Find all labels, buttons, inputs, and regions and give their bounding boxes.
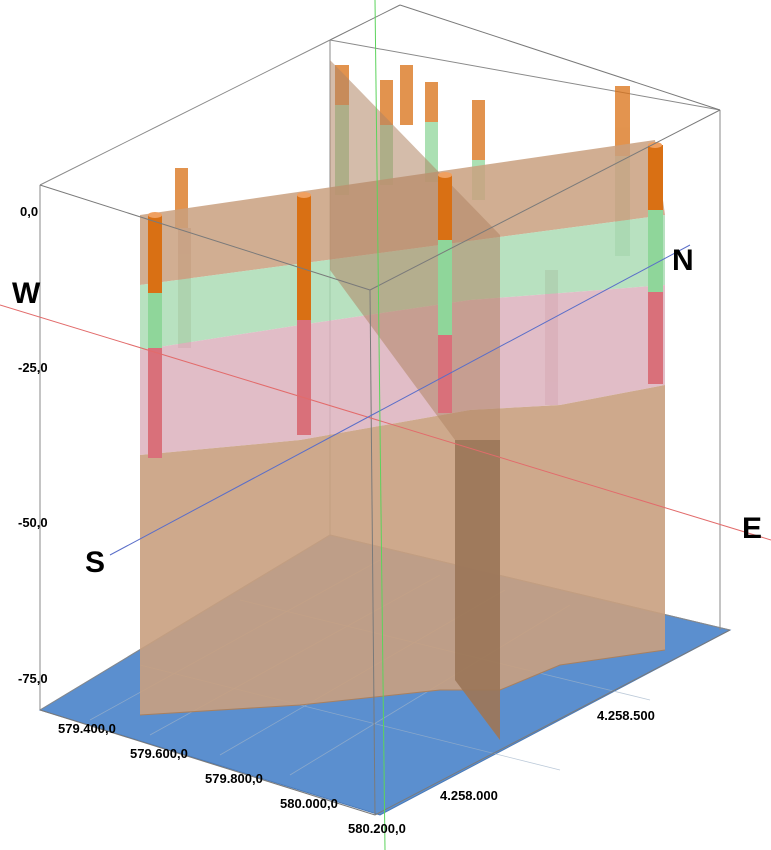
easting-tick-4: 580.200,0 bbox=[348, 821, 406, 836]
elevation-tick-3: -75,0 bbox=[18, 671, 48, 686]
well-2 bbox=[297, 195, 311, 320]
front-wells bbox=[148, 142, 663, 458]
bounding-box-front bbox=[39, 4, 731, 816]
well-1 bbox=[148, 215, 162, 293]
elevation-tick-2: -50,0 bbox=[18, 515, 48, 530]
south-north-axis bbox=[109, 244, 691, 556]
elevation-tick-1: -25,0 bbox=[18, 360, 48, 375]
elevation-tick-0: 0,0 bbox=[20, 204, 38, 219]
compass-north: N bbox=[672, 244, 694, 277]
northing-tick-1: 4.258.500 bbox=[597, 708, 655, 723]
easting-tick-0: 579.400,0 bbox=[58, 721, 116, 736]
compass-south: S bbox=[85, 546, 105, 579]
easting-tick-2: 579.800,0 bbox=[205, 771, 263, 786]
easting-tick-3: 580.000,0 bbox=[280, 796, 338, 811]
northing-tick-0: 4.258.000 bbox=[440, 788, 498, 803]
section-north-south bbox=[330, 60, 500, 740]
compass-west: W bbox=[12, 277, 41, 310]
compass-east: E bbox=[742, 512, 762, 545]
vertical-axis bbox=[374, 0, 386, 850]
west-east-axis bbox=[0, 304, 771, 541]
easting-tick-1: 579.600,0 bbox=[130, 746, 188, 761]
well-4 bbox=[648, 145, 663, 210]
well-3 bbox=[438, 175, 452, 240]
